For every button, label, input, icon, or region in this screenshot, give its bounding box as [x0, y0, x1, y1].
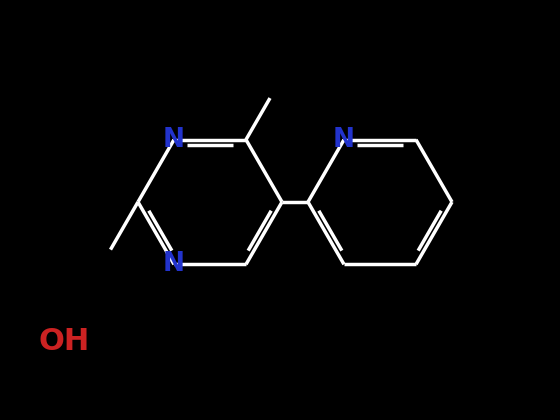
Text: N: N	[333, 127, 355, 152]
Text: N: N	[163, 127, 185, 152]
Text: OH: OH	[38, 328, 89, 357]
Text: N: N	[163, 251, 185, 277]
